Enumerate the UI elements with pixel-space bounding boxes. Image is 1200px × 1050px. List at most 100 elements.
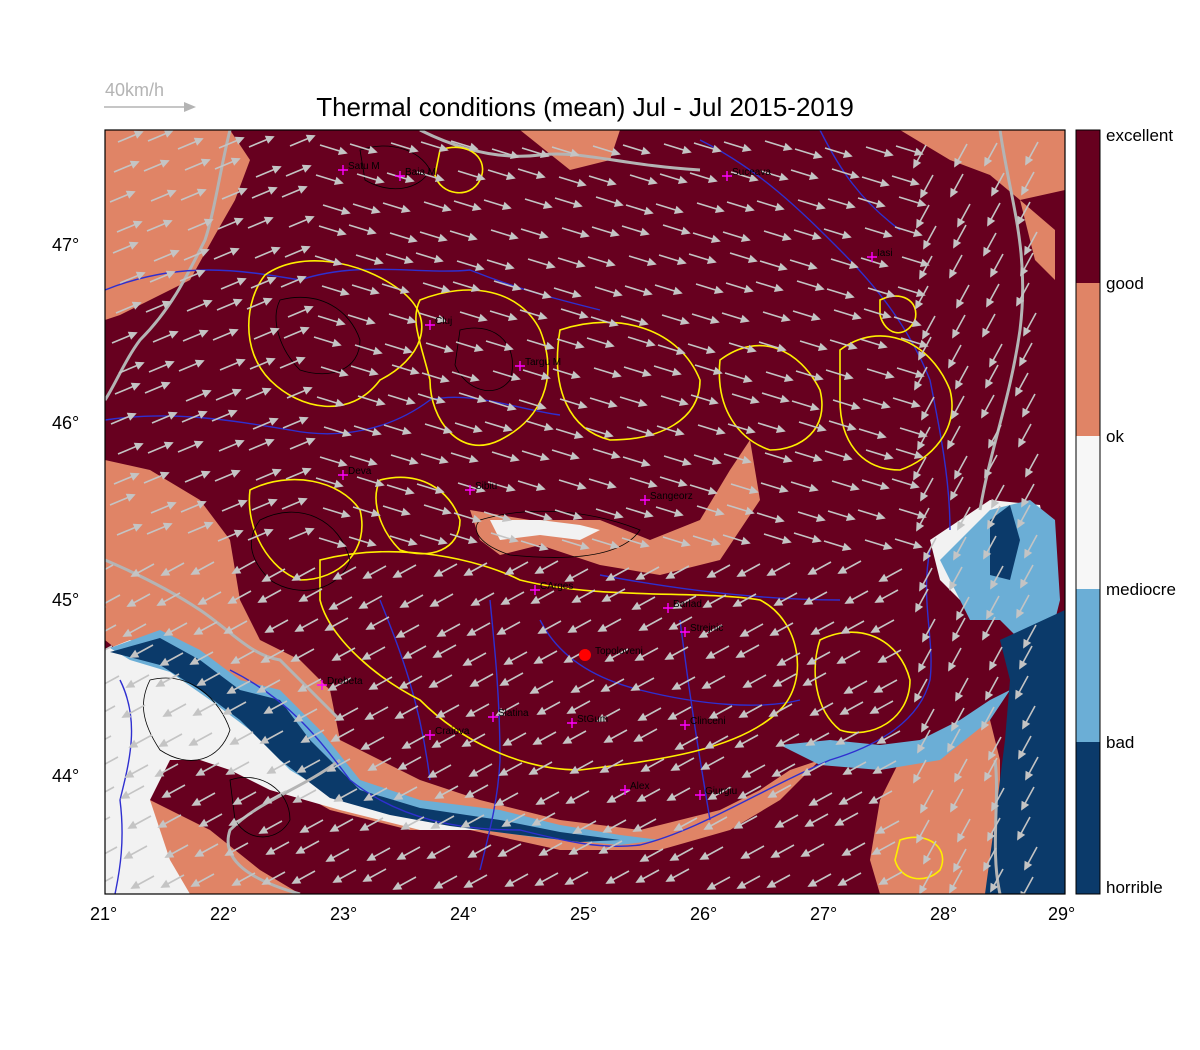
city-marker[interactable]: Satu M bbox=[338, 161, 380, 175]
wind-arrow-head bbox=[501, 201, 512, 211]
wind-arrow-head bbox=[868, 795, 879, 804]
wind-arrow-head bbox=[370, 205, 381, 215]
wind-arrow-head bbox=[882, 229, 893, 239]
city-cross-icon bbox=[680, 627, 690, 637]
wind-arrow-head bbox=[700, 761, 711, 770]
wind-arrow-head bbox=[196, 188, 207, 197]
wind-arrow-head bbox=[536, 401, 547, 411]
wind-arrow-head bbox=[441, 506, 452, 516]
city-marker[interactable]: Iasi bbox=[867, 248, 893, 262]
wind-arrow-head bbox=[200, 158, 211, 167]
wind-arrow-head bbox=[704, 740, 715, 749]
wind-arrow-head bbox=[96, 763, 103, 769]
wind-arrow-head bbox=[642, 287, 653, 297]
city-marker[interactable]: Alex bbox=[620, 781, 649, 795]
wind-arrow-head bbox=[337, 146, 348, 156]
wind-arrow-head bbox=[128, 241, 139, 250]
wind-arrow-head bbox=[440, 284, 451, 294]
wind-arrow-head bbox=[330, 733, 341, 742]
wind-arrow-head bbox=[811, 231, 822, 241]
wind-arrow-head bbox=[129, 472, 140, 481]
wind-arrow-head bbox=[467, 849, 478, 858]
wind-arrow-head bbox=[407, 537, 418, 547]
wind-arrow-head bbox=[538, 847, 549, 856]
wind-arrow-head bbox=[916, 198, 927, 208]
wind-arrow-head bbox=[433, 880, 444, 889]
wind-arrow-head bbox=[740, 850, 751, 859]
wind-arrow-head bbox=[639, 853, 650, 862]
city-marker[interactable]: StGum bbox=[567, 714, 608, 728]
wind-arrow-head bbox=[409, 366, 420, 376]
selected-location-marker[interactable] bbox=[579, 649, 591, 661]
lon-tick-25: 25° bbox=[570, 904, 598, 924]
colorbar-label-good: good bbox=[1106, 274, 1144, 293]
city-marker[interactable]: Giurgiu bbox=[695, 786, 737, 800]
wind-arrow-head bbox=[538, 230, 549, 240]
city-marker[interactable]: Suceava bbox=[722, 167, 771, 181]
wind-arrow-head bbox=[909, 177, 920, 187]
lon-tick-27: 27° bbox=[810, 904, 838, 924]
wind-arrow-head bbox=[336, 539, 347, 549]
wind-arrow-head bbox=[836, 655, 847, 664]
wind-arrow-head bbox=[129, 649, 140, 658]
city-marker[interactable]: Drobeta bbox=[317, 676, 363, 690]
wind-arrow-head bbox=[190, 878, 201, 887]
wind-arrow-head bbox=[535, 796, 546, 805]
city-marker[interactable]: Deva bbox=[338, 466, 372, 480]
wind-arrow-head bbox=[400, 821, 411, 830]
wind-arrow-head bbox=[705, 650, 716, 659]
wind-arrow-head bbox=[475, 484, 486, 494]
wind-arrow-head bbox=[432, 649, 443, 658]
wind-arrow-head bbox=[909, 480, 920, 490]
wind-arrow-head bbox=[496, 626, 507, 635]
wind-arrow-head bbox=[400, 204, 411, 214]
city-marker[interactable]: Barlad bbox=[663, 599, 702, 613]
wind-arrow-head bbox=[1023, 326, 1032, 337]
wind-arrow-head bbox=[162, 219, 173, 228]
wind-arrow-head bbox=[261, 387, 272, 396]
wind-arrow-head bbox=[192, 707, 203, 716]
city-marker[interactable]: Slatina bbox=[488, 708, 529, 722]
wind-arrow-head bbox=[231, 388, 242, 397]
wind-arrow-head bbox=[134, 361, 145, 370]
wind-arrow-head bbox=[809, 402, 820, 412]
city-marker[interactable]: Craiova bbox=[425, 726, 470, 740]
wind-arrow-head bbox=[402, 345, 413, 355]
wind-arrow-head bbox=[540, 371, 551, 381]
wind-arrow-head bbox=[263, 528, 274, 537]
wind-arrow-head bbox=[636, 793, 647, 802]
city-marker[interactable]: CArges bbox=[530, 581, 573, 595]
wind-arrow-head bbox=[324, 622, 335, 631]
wind-arrow-head bbox=[708, 710, 719, 719]
wind-arrow-head bbox=[333, 176, 344, 186]
wind-arrow-head bbox=[399, 599, 410, 608]
wind-arrow-head bbox=[672, 600, 683, 609]
city-marker[interactable]: Baia M bbox=[395, 167, 436, 181]
wind-arrow-head bbox=[672, 286, 683, 296]
wind-arrow-head bbox=[948, 661, 957, 672]
city-marker[interactable]: Targu M bbox=[515, 357, 561, 371]
wind-arrow-head bbox=[93, 712, 100, 718]
city-marker[interactable]: Sangeorz bbox=[640, 491, 693, 505]
wind-arrow-head bbox=[673, 508, 684, 518]
wind-arrow-head bbox=[534, 877, 545, 886]
wind-arrow-head bbox=[703, 821, 714, 830]
wind-arrow-head bbox=[732, 598, 743, 607]
city-marker[interactable]: Cluj bbox=[425, 316, 452, 330]
wind-arrow-head bbox=[91, 883, 98, 889]
wind-arrow-head bbox=[884, 370, 895, 380]
city-marker[interactable]: Strejnic bbox=[680, 623, 723, 637]
wind-arrow-head bbox=[88, 823, 95, 829]
wind-arrow-head bbox=[596, 713, 607, 722]
city-marker[interactable]: Clinceni bbox=[680, 716, 726, 730]
wind-arrow-head bbox=[874, 594, 885, 603]
wind-arrow-head bbox=[954, 469, 963, 480]
wind-arrow-head bbox=[161, 789, 172, 798]
wind-arrow-head bbox=[673, 205, 684, 215]
wind-arrow-head bbox=[918, 350, 927, 361]
city-label: Satu M bbox=[348, 161, 380, 172]
wind-arrow-head bbox=[504, 566, 515, 575]
wind-arrow-head bbox=[808, 483, 819, 493]
wind-arrow-head bbox=[803, 596, 814, 605]
city-marker[interactable]: Sibiu bbox=[465, 481, 497, 495]
